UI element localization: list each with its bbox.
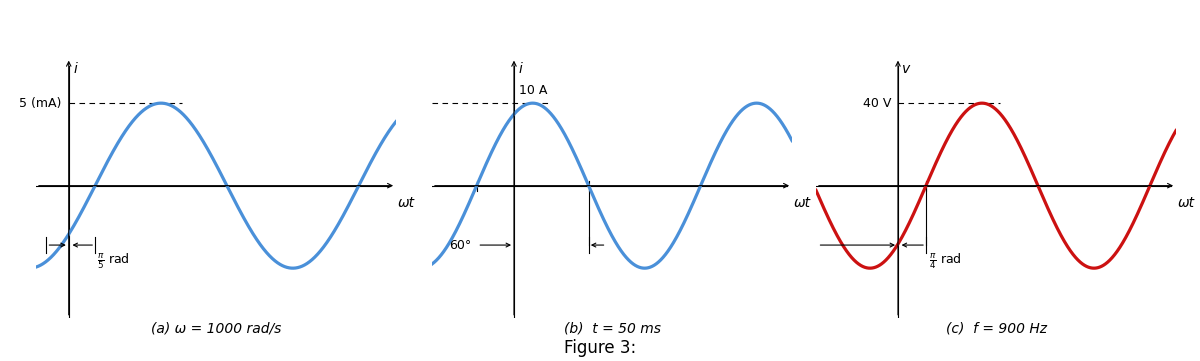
- Text: 60°: 60°: [449, 239, 472, 252]
- Text: 10 A: 10 A: [520, 84, 547, 97]
- Text: ωt: ωt: [398, 196, 415, 210]
- Text: v: v: [902, 62, 911, 76]
- Text: i: i: [73, 62, 78, 76]
- Text: Figure 3:: Figure 3:: [564, 339, 636, 357]
- Text: 5 (mA): 5 (mA): [19, 97, 61, 110]
- Text: ωt: ωt: [793, 196, 811, 210]
- Text: $\frac{\pi}{5}$ rad: $\frac{\pi}{5}$ rad: [97, 252, 130, 271]
- Text: i: i: [518, 62, 522, 76]
- Text: 40 V: 40 V: [863, 97, 892, 110]
- Text: $\frac{\pi}{4}$ rad: $\frac{\pi}{4}$ rad: [929, 252, 961, 271]
- Text: (a) ω = 1000 rad/s: (a) ω = 1000 rad/s: [151, 322, 281, 336]
- Text: (c)  f = 900 Hz: (c) f = 900 Hz: [946, 322, 1046, 336]
- Text: ωt: ωt: [1177, 196, 1195, 210]
- Text: (b)  t = 50 ms: (b) t = 50 ms: [564, 322, 660, 336]
